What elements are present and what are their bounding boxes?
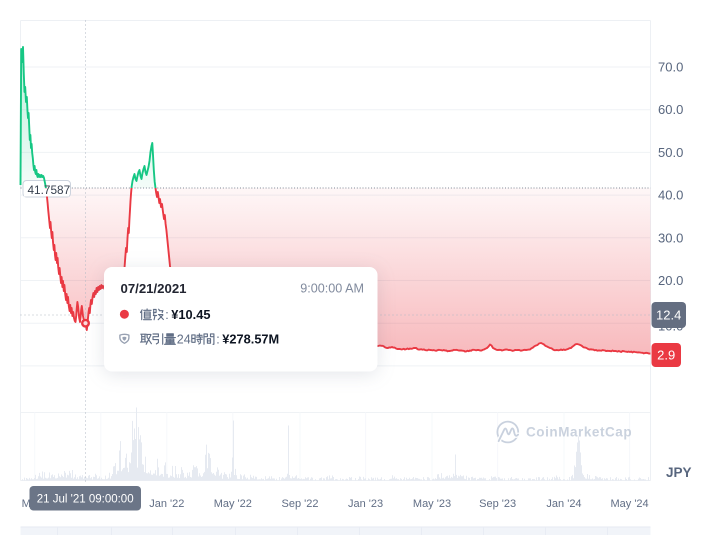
svg-text:20.0: 20.0 bbox=[658, 273, 683, 288]
svg-text:40.0: 40.0 bbox=[658, 188, 683, 203]
svg-text:Jan '23: Jan '23 bbox=[348, 498, 383, 510]
svg-text:CoinMarketCap: CoinMarketCap bbox=[526, 425, 632, 440]
svg-text:21 Jul '21 09:00:00: 21 Jul '21 09:00:00 bbox=[37, 493, 134, 505]
svg-text:30.0: 30.0 bbox=[658, 230, 683, 245]
svg-text:Sep '22: Sep '22 bbox=[282, 498, 319, 510]
svg-text:Jan '22: Jan '22 bbox=[149, 498, 184, 510]
svg-text:¥10.45: ¥10.45 bbox=[171, 307, 210, 322]
svg-text:Jan '24: Jan '24 bbox=[546, 498, 581, 510]
svg-text:Sep '23: Sep '23 bbox=[479, 498, 516, 510]
svg-text::: : bbox=[165, 308, 168, 322]
svg-text:May '24: May '24 bbox=[611, 498, 649, 510]
svg-text:¥278.57M: ¥278.57M bbox=[222, 332, 279, 347]
svg-text:9:00:00 AM: 9:00:00 AM bbox=[300, 282, 364, 296]
svg-text:12.4: 12.4 bbox=[656, 308, 681, 323]
svg-text:24: 24 bbox=[177, 333, 191, 347]
svg-text:50.0: 50.0 bbox=[658, 145, 683, 160]
svg-text::: : bbox=[216, 333, 219, 347]
svg-text:70.0: 70.0 bbox=[658, 60, 683, 75]
svg-text:60.0: 60.0 bbox=[658, 102, 683, 117]
svg-text:07/21/2021: 07/21/2021 bbox=[121, 281, 187, 296]
svg-text:May '23: May '23 bbox=[413, 498, 451, 510]
svg-text:JPY: JPY bbox=[666, 465, 692, 480]
svg-text:May '22: May '22 bbox=[214, 498, 252, 510]
svg-text:2.9: 2.9 bbox=[657, 348, 675, 363]
svg-text:41.7587: 41.7587 bbox=[28, 183, 71, 197]
